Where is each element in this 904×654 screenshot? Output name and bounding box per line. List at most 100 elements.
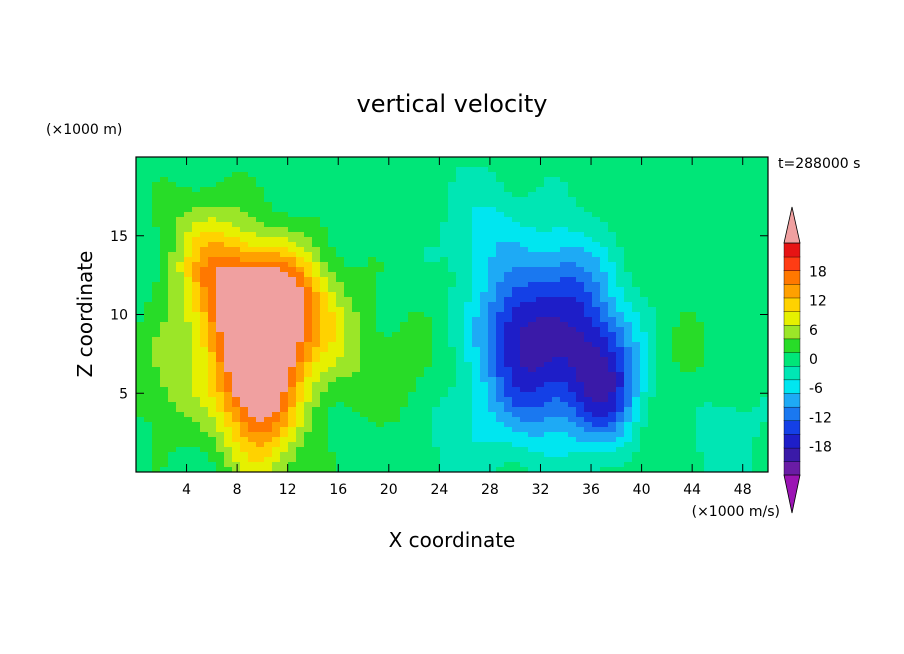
contour-cell [240,297,249,303]
contour-cell [728,297,737,303]
contour-cell [368,347,377,353]
contour-cell [568,182,577,188]
contour-cell [520,447,529,453]
contour-cell [632,392,641,398]
contour-cell [272,447,281,453]
contour-cell [192,262,201,268]
contour-cell [296,467,305,472]
contour-cell [304,447,313,453]
contour-cell [720,397,729,403]
contour-cell [312,432,321,438]
contour-cell [264,422,273,428]
contour-cell [216,182,225,188]
contour-cell [256,302,265,308]
contour-cell [744,212,753,218]
contour-cell [536,167,545,173]
contour-cell [168,452,177,458]
contour-cell [496,307,505,313]
contour-cell [328,212,337,218]
contour-cell [488,292,497,298]
contour-cell [256,232,265,238]
contour-cell [160,217,169,223]
contour-cell [672,437,681,443]
contour-cell [168,262,177,268]
contour-cell [320,447,329,453]
contour-cell [392,367,401,373]
contour-cell [384,432,393,438]
contour-cell [608,182,617,188]
contour-cell [264,372,273,378]
contour-cell [616,377,625,383]
contour-cell [584,207,593,213]
contour-cell [528,297,537,303]
contour-cell [632,177,641,183]
contour-cell [368,292,377,298]
contour-cell [728,187,737,193]
contour-cell [632,232,641,238]
contour-cell [432,227,441,233]
contour-cell [680,392,689,398]
contour-cell [664,187,673,193]
contour-cell [240,352,249,358]
contour-cell [232,172,241,178]
contour-cell [416,437,425,443]
contour-cell [320,262,329,268]
contour-cell [544,357,553,363]
contour-cell [680,292,689,298]
contour-cell [416,462,425,468]
contour-cell [656,212,665,218]
contour-cell [728,452,737,458]
contour-cell [488,447,497,453]
contour-cell [336,207,345,213]
contour-cell [472,447,481,453]
contour-cell [184,302,193,308]
contour-cell [312,297,321,303]
contour-cell [368,322,377,328]
contour-cell [712,227,721,233]
contour-cell [336,257,345,263]
contour-cell [344,402,353,408]
contour-cell [344,427,353,433]
contour-cell [624,382,633,388]
contour-cell [176,247,185,253]
contour-cell [288,452,297,458]
contour-cell [736,422,745,428]
contour-cell [496,252,505,258]
contour-cell [648,297,657,303]
contour-cell [680,237,689,243]
contour-cell [208,282,217,288]
contour-cell [328,277,337,283]
contour-cell [336,327,345,333]
contour-cell [440,312,449,318]
contour-cell [616,442,625,448]
contour-cell [232,357,241,363]
contour-cell [200,282,209,288]
contour-cell [328,267,337,273]
contour-cell [408,162,417,168]
contour-cell [336,437,345,443]
contour-cell [352,402,361,408]
contour-cell [568,377,577,383]
contour-cell [600,467,609,472]
contour-cell [360,322,369,328]
contour-cell [608,442,617,448]
contour-cell [640,252,649,258]
contour-cell [560,367,569,373]
contour-cell [520,167,529,173]
contour-cell [352,167,361,173]
contour-cell [184,307,193,313]
contour-cell [288,432,297,438]
contour-cell [376,232,385,238]
contour-cell [216,257,225,263]
contour-cell [680,192,689,198]
contour-cell [432,172,441,178]
contour-cell [600,402,609,408]
contour-cell [168,437,177,443]
contour-cell [280,247,289,253]
contour-cell [296,432,305,438]
contour-cell [728,347,737,353]
contour-cell [544,317,553,323]
contour-cell [288,157,297,163]
contour-cell [608,297,617,303]
contour-cell [632,372,641,378]
